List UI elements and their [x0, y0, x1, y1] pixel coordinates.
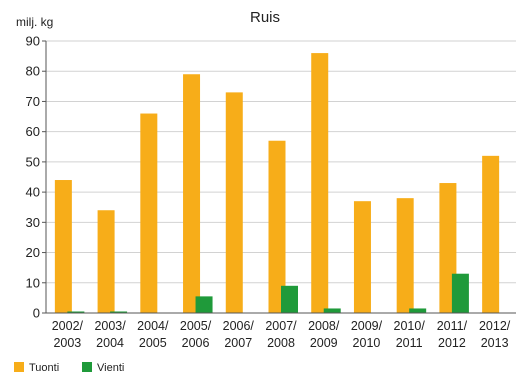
x-tick-label-8-1: 2011 — [396, 336, 423, 350]
y-tick-label-70: 70 — [26, 94, 40, 109]
x-tick-label-9-1: 2012 — [438, 336, 466, 350]
bar-vienti-9 — [451, 273, 469, 313]
bar-tuonti-2 — [140, 113, 158, 314]
bar-tuonti-7 — [353, 201, 371, 313]
x-tick-label-0-1: 2003 — [53, 336, 81, 350]
x-tick-label-1-0: 2003/ — [94, 319, 126, 333]
y-tick-label-40: 40 — [26, 185, 40, 200]
bar-tuonti-8 — [396, 198, 414, 313]
legend-label-tuonti: Tuonti — [29, 362, 59, 374]
y-tick-label-80: 80 — [26, 64, 40, 79]
legend-label-vienti: Vienti — [97, 362, 124, 374]
legend-swatch-vienti — [82, 362, 92, 372]
y-tick-label-20: 20 — [26, 245, 40, 260]
y-tick-label-0: 0 — [33, 306, 40, 321]
y-axis-ticks: 0 10 20 30 40 50 60 70 80 90 — [26, 34, 46, 321]
bar-tuonti-0 — [54, 180, 72, 313]
x-tick-label-9-0: 2011/ — [437, 319, 468, 333]
x-tick-label-7-0: 2009/ — [351, 319, 383, 333]
y-tick-label-30: 30 — [26, 215, 40, 230]
x-tick-label-5-1: 2008 — [267, 336, 295, 350]
legend-swatch-tuonti — [14, 362, 24, 372]
bars — [54, 53, 500, 314]
axes — [45, 41, 516, 314]
x-tick-label-10-1: 2013 — [481, 336, 509, 350]
x-tick-label-3-0: 2005/ — [180, 319, 212, 333]
bar-tuonti-3 — [183, 74, 201, 313]
x-tick-label-6-1: 2009 — [310, 336, 338, 350]
x-tick-label-6-0: 2008/ — [308, 319, 340, 333]
bar-vienti-6 — [323, 308, 341, 313]
y-axis-unit-label: milj. kg — [16, 15, 53, 29]
bar-vienti-3 — [195, 296, 213, 313]
x-tick-label-7-1: 2010 — [353, 336, 381, 350]
bar-tuonti-10 — [482, 155, 500, 313]
x-tick-label-5-0: 2007/ — [265, 319, 297, 333]
x-tick-label-4-0: 2006/ — [223, 319, 255, 333]
bar-tuonti-4 — [225, 92, 243, 313]
bar-tuonti-5 — [268, 140, 286, 313]
x-tick-label-0-0: 2002/ — [52, 319, 84, 333]
y-tick-label-90: 90 — [26, 34, 40, 49]
y-tick-label-60: 60 — [26, 124, 40, 139]
x-tick-label-2-0: 2004/ — [137, 319, 169, 333]
bar-vienti-5 — [281, 285, 298, 313]
x-tick-label-8-0: 2010/ — [394, 319, 426, 333]
x-tick-label-2-1: 2005 — [139, 336, 167, 350]
x-axis-labels: 2002/2003 2003/2004 2004/2005 2005/2006 2006… — [52, 319, 511, 350]
bar-vienti-1 — [110, 311, 128, 313]
x-tick-label-3-1: 2006 — [182, 336, 210, 350]
y-tick-label-50: 50 — [26, 154, 40, 169]
x-tick-label-4-1: 2007 — [224, 336, 252, 350]
bar-tuonti-6 — [311, 53, 329, 313]
bar-vienti-8 — [409, 308, 427, 313]
x-tick-label-1-1: 2004 — [96, 336, 124, 350]
bar-tuonti-1 — [97, 210, 115, 313]
y-tick-label-10: 10 — [26, 275, 40, 290]
bar-vienti-0 — [67, 311, 85, 313]
legend: Tuonti Vienti — [14, 362, 124, 374]
x-tick-label-10-0: 2012/ — [479, 319, 511, 333]
chart-title: Ruis — [250, 9, 280, 26]
